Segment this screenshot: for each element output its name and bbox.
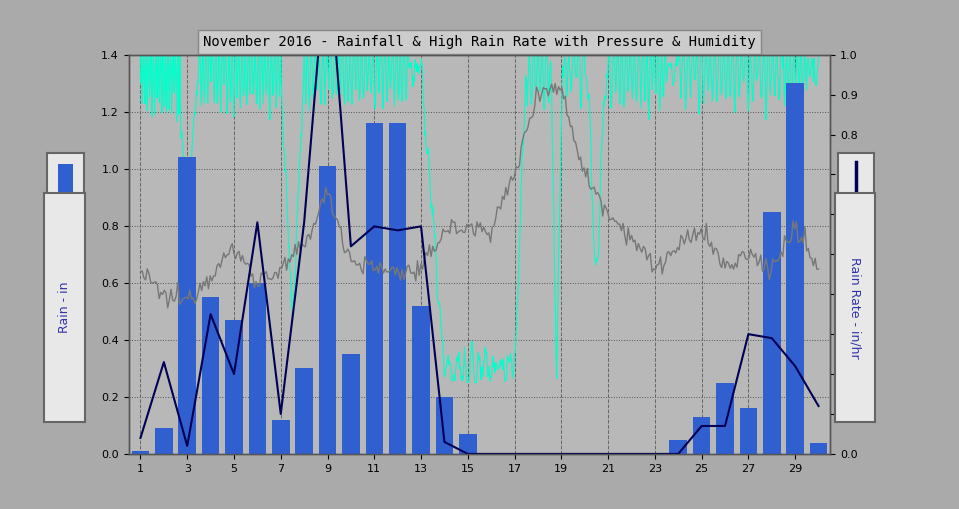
Bar (178, 157, 196, 454)
Bar (669, 440, 687, 454)
Bar (318, 166, 337, 454)
Bar (389, 123, 407, 454)
Bar (295, 369, 313, 454)
Bar (763, 212, 781, 454)
Text: Rain - in: Rain - in (58, 281, 71, 333)
Bar (58, 164, 73, 204)
Bar (739, 408, 758, 454)
Bar (716, 383, 734, 454)
Bar (342, 354, 360, 454)
Bar (201, 297, 220, 454)
Title: November 2016 - Rainfall & High Rain Rate with Pressure & Humidity: November 2016 - Rainfall & High Rain Rat… (203, 35, 756, 49)
Bar (248, 283, 267, 454)
Bar (412, 305, 430, 454)
Bar (435, 397, 454, 454)
Bar (459, 434, 477, 454)
Bar (272, 420, 290, 454)
Bar (225, 320, 243, 454)
Bar (131, 451, 150, 454)
Bar (809, 442, 828, 454)
Bar (155, 428, 173, 454)
Bar (786, 83, 804, 454)
Text: Rain Rate - in/hr: Rain Rate - in/hr (849, 257, 861, 358)
Bar (692, 417, 711, 454)
Bar (365, 123, 383, 454)
